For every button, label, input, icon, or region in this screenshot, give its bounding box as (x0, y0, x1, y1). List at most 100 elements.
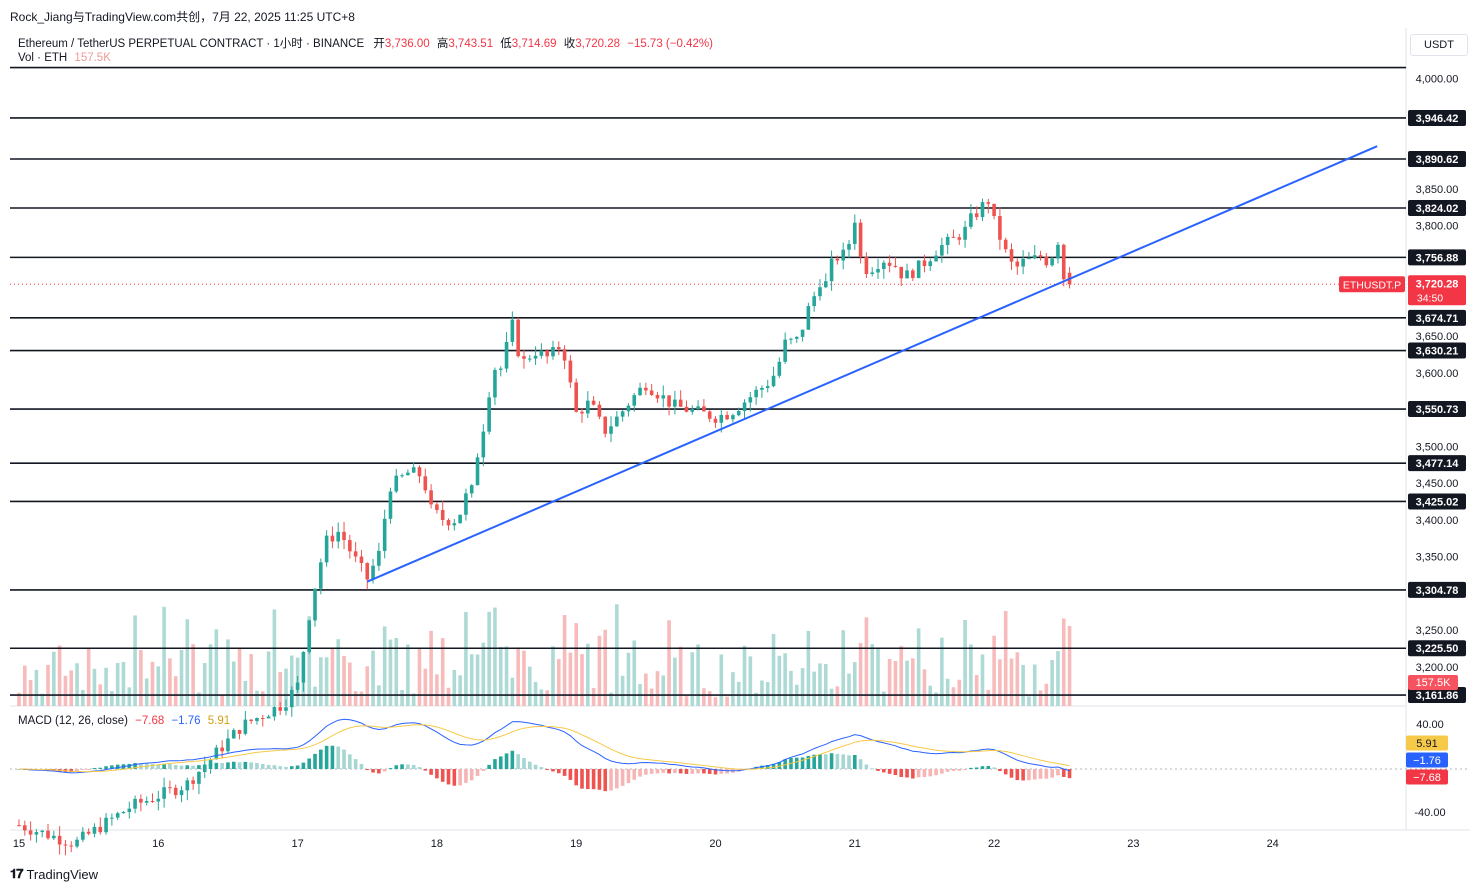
tradingview-logo[interactable]: 𝟏𝟕 TradingView (10, 866, 98, 882)
symbol-legend[interactable]: Ethereum / TetherUS PERPETUAL CONTRACT ·… (18, 35, 713, 51)
candle-body (150, 800, 155, 802)
volume-bar (893, 660, 898, 706)
volume-bar (882, 691, 886, 706)
candle-body (313, 588, 317, 621)
volume-bar (46, 664, 50, 706)
candle-body (255, 718, 259, 722)
candle-body (1056, 244, 1060, 259)
volume-tag: 157.5K (1416, 677, 1452, 689)
macd-histogram-bar (835, 753, 840, 769)
candle-body (864, 256, 869, 274)
macd-signal-line (18, 724, 1070, 773)
volume-bar (911, 658, 915, 706)
volume-bar (57, 645, 62, 706)
macd-histogram-bar (330, 745, 335, 769)
macd-histogram-bar (168, 763, 172, 769)
time-tick-label: 18 (431, 838, 443, 850)
level-label: 3,425.02 (1416, 496, 1459, 508)
candle-body (615, 416, 619, 427)
time-tick-label: 21 (849, 838, 861, 850)
candle-body (104, 817, 108, 833)
volume-bar (272, 609, 277, 706)
candle-body (539, 350, 544, 356)
candle-body (980, 202, 985, 218)
volume-legend[interactable]: Vol · ETH 157.5K (18, 52, 111, 64)
macd-histogram-bar (446, 769, 451, 785)
candle-body (1003, 239, 1008, 250)
volume-bar (1056, 651, 1060, 706)
volume-bar (969, 644, 973, 706)
macd-histogram-bar (1003, 769, 1008, 775)
macd-histogram-bar (226, 762, 230, 769)
candle-body (173, 787, 178, 796)
candle-body (893, 265, 898, 267)
candle-body (191, 780, 195, 784)
candle-body (818, 287, 822, 297)
candle-body (562, 349, 567, 361)
candle-body (115, 813, 120, 818)
volume-bar (359, 691, 364, 706)
macd-histogram-bar (92, 767, 97, 769)
macd-tag: 5.91 (1416, 738, 1437, 750)
candle-body (1050, 258, 1054, 266)
volume-bar (789, 670, 793, 706)
macd-histogram-bar (597, 769, 602, 790)
macd-histogram-bar (684, 769, 689, 774)
candle-body (754, 389, 758, 398)
volume-bar (86, 647, 91, 706)
macd-histogram-bar (580, 769, 584, 789)
macd-histogram-bar (510, 750, 515, 769)
macd-histogram-bar (951, 769, 956, 771)
macd-histogram-bar (696, 769, 700, 774)
macd-histogram-bar (417, 767, 422, 769)
candle-body (417, 467, 422, 477)
macd-histogram-bar (806, 755, 811, 769)
volume-bar (324, 657, 329, 706)
level-label: 3,550.73 (1416, 404, 1459, 416)
candle-body (353, 551, 358, 557)
volume-bar (800, 668, 805, 706)
macd-histogram-bar (945, 769, 950, 772)
candle-body (330, 535, 335, 542)
macd-histogram-bar (197, 765, 201, 769)
candle-body (69, 845, 74, 847)
candle-body (690, 409, 695, 412)
macd-histogram-bar (365, 769, 370, 770)
candle-body (440, 509, 445, 521)
candle-body (760, 387, 764, 390)
high-label: 高 (436, 38, 449, 50)
candle-body (1032, 255, 1037, 259)
macd-histogram-bar (1061, 769, 1066, 777)
macd-histogram-bar (591, 769, 596, 790)
volume-bar (527, 666, 532, 706)
volume-bar (974, 675, 979, 706)
macd-histogram-bar (272, 765, 277, 769)
volume-bar (713, 697, 718, 706)
volume-bar (574, 623, 578, 706)
currency-selector[interactable]: USDT (1410, 34, 1468, 56)
volume-bar (411, 693, 416, 706)
volume-bar (539, 689, 544, 706)
macd-histogram-bar (255, 762, 259, 769)
volume-bar (876, 647, 880, 706)
volume-bar (197, 692, 201, 706)
candle-body (394, 475, 399, 492)
macd-histogram-bar (568, 769, 573, 780)
macd-legend[interactable]: MACD (12, 26, close) −7.68 −1.76 5.91 (18, 715, 230, 727)
macd-histogram-bar (289, 766, 294, 769)
macd-histogram-bar (69, 769, 74, 773)
macd-histogram-bar (777, 762, 782, 769)
candle-body (162, 787, 166, 799)
macd-histogram-bar (928, 769, 933, 777)
candle-body (713, 418, 718, 423)
volume-bar (980, 654, 985, 706)
macd-histogram-bar (208, 763, 213, 769)
candle-body (870, 272, 875, 274)
candle-body (719, 414, 724, 423)
candle-body (661, 395, 666, 399)
macd-histogram-bar (603, 769, 608, 792)
volume-bar (609, 692, 613, 706)
macd-histogram-bar (319, 749, 323, 769)
volume-bar (191, 644, 195, 706)
